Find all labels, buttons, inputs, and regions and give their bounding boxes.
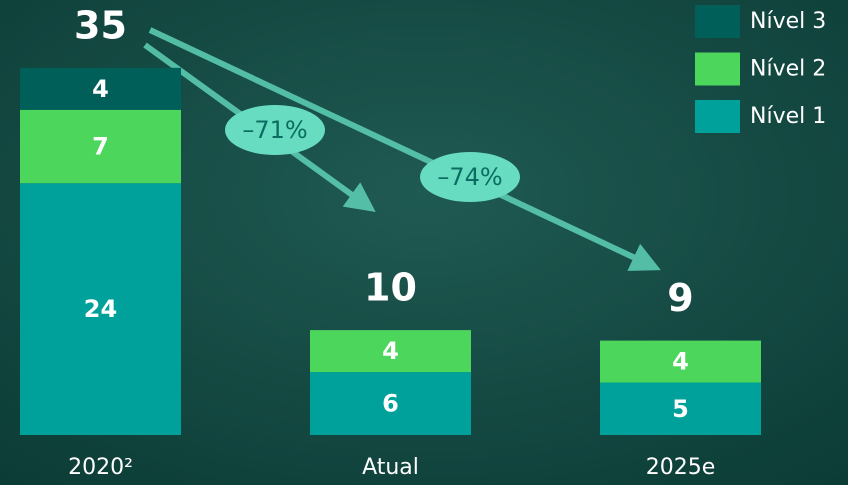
x-tick-label: 2020² xyxy=(68,455,133,480)
segment-label: 7 xyxy=(92,133,109,161)
bar-segment xyxy=(20,183,181,435)
annotation: –71% xyxy=(242,116,307,144)
total-label: 9 xyxy=(667,276,693,320)
x-tick-label: 2025e xyxy=(646,455,716,480)
legend-label: Nível 1 xyxy=(750,104,826,129)
total-label: 35 xyxy=(74,3,127,47)
bar-segment xyxy=(600,340,761,383)
bar-segment xyxy=(20,67,181,110)
segment-label: 4 xyxy=(382,337,399,365)
legend-swatch xyxy=(695,52,740,86)
arrow xyxy=(148,27,661,271)
annotation: –74% xyxy=(437,163,502,191)
annotation-bubble xyxy=(225,105,325,155)
segment-label: 4 xyxy=(672,348,689,376)
annotation-bubble xyxy=(420,152,520,202)
segment-label: 24 xyxy=(84,295,117,323)
legend-label: Nível 2 xyxy=(750,57,826,82)
legend-swatch xyxy=(695,100,740,133)
legend-label: Nível 3 xyxy=(750,9,826,34)
total-label: 10 xyxy=(364,266,417,310)
segment-label: 4 xyxy=(92,75,109,103)
bar-segment xyxy=(600,382,761,435)
legend-swatch xyxy=(695,5,740,38)
segment-label: 6 xyxy=(382,390,399,418)
x-tick-label: Atual xyxy=(362,455,419,480)
bar-segment xyxy=(20,109,181,184)
segment-label: 5 xyxy=(672,395,689,423)
bar-segment xyxy=(310,330,471,373)
bar-segment xyxy=(310,372,471,435)
